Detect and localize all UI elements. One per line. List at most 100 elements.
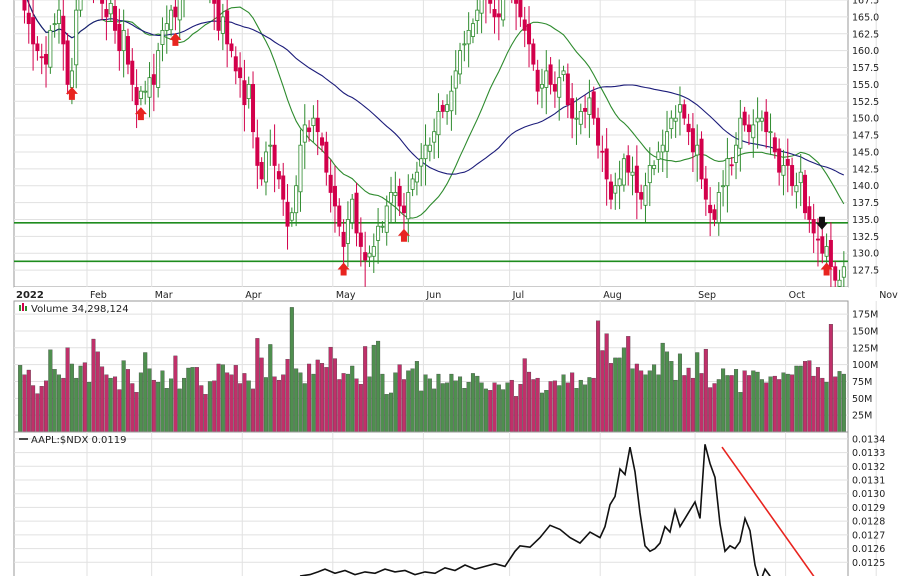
volume-bar bbox=[630, 368, 635, 433]
ma-long-line bbox=[26, 0, 845, 176]
volume-bar bbox=[466, 381, 471, 433]
volume-bar bbox=[677, 353, 682, 433]
candle-body bbox=[811, 219, 816, 234]
volume-bar bbox=[445, 382, 450, 433]
candle-body bbox=[354, 192, 359, 234]
volume-bar bbox=[514, 396, 519, 433]
candle-body bbox=[78, 0, 83, 11]
rs-legend: AAPL:$NDX 0.0119 bbox=[19, 435, 127, 446]
volume-bar bbox=[367, 376, 372, 433]
rs-y-axis: 0.0125 0.0126 0.0127 0.0128 0.0129 0.0130 0.01… bbox=[852, 434, 885, 568]
volume-bar bbox=[419, 390, 424, 433]
candle-body bbox=[367, 252, 372, 258]
volume-bar bbox=[100, 366, 105, 433]
candle-body bbox=[496, 13, 501, 18]
volume-tick-label: 175M bbox=[852, 310, 878, 321]
candle-body bbox=[160, 29, 165, 45]
volume-bar bbox=[643, 374, 648, 433]
candle-body bbox=[384, 205, 389, 233]
candle-body bbox=[427, 144, 432, 152]
volume-bar bbox=[380, 373, 385, 433]
candle-body bbox=[39, 56, 44, 59]
candle-body bbox=[229, 43, 234, 52]
volume-bar bbox=[259, 357, 264, 433]
volume-bar bbox=[820, 377, 825, 433]
candle-body bbox=[751, 124, 756, 139]
volume-legend: Volume 34,298,124 bbox=[19, 303, 129, 315]
volume-bar bbox=[483, 388, 488, 433]
candle-body bbox=[815, 238, 820, 241]
volume-y-axis: 25M 50M 75M 100M 125M 150M 175M bbox=[852, 310, 878, 422]
candle-body bbox=[52, 23, 57, 26]
volume-bar bbox=[574, 388, 579, 433]
candle-body bbox=[759, 117, 764, 122]
volume-bar bbox=[811, 375, 816, 433]
volume-bar bbox=[708, 387, 713, 433]
volume-bar bbox=[401, 379, 406, 433]
candle-body bbox=[220, 16, 225, 34]
price-tick-label: 135.0 bbox=[852, 215, 879, 226]
volume-panel: 25M 50M 75M 100M 125M 150M 175M Volume 34,298,… bbox=[13, 300, 878, 433]
candle-body bbox=[393, 192, 398, 196]
price-tick-label: 160.0 bbox=[852, 46, 879, 57]
price-candles bbox=[22, 0, 846, 300]
date-axis-band bbox=[14, 287, 848, 301]
candle-body bbox=[695, 144, 700, 156]
volume-bar bbox=[639, 370, 644, 433]
price-tick-label: 155.0 bbox=[852, 80, 879, 91]
volume-bar bbox=[56, 374, 61, 433]
volume-bar bbox=[246, 380, 251, 433]
candle-body bbox=[341, 231, 346, 247]
volume-bar bbox=[462, 388, 467, 433]
volume-bar bbox=[436, 373, 441, 433]
volume-bar bbox=[721, 368, 726, 433]
volume-bar bbox=[488, 390, 493, 433]
volume-bar bbox=[328, 346, 333, 433]
volume-bar bbox=[61, 377, 66, 433]
volume-tick-label: 125M bbox=[852, 343, 878, 354]
volume-bar bbox=[113, 376, 118, 433]
volume-bar bbox=[824, 381, 829, 433]
year-label: 2022 bbox=[16, 290, 44, 301]
candle-body bbox=[332, 185, 337, 207]
volume-bar bbox=[647, 370, 652, 433]
candle-body bbox=[600, 150, 605, 153]
volume-bar bbox=[216, 363, 221, 433]
volume-bar bbox=[755, 371, 760, 433]
candle-body bbox=[725, 158, 730, 187]
candle-body bbox=[587, 97, 592, 115]
volume-bar bbox=[527, 371, 532, 433]
volume-bar bbox=[169, 378, 174, 433]
candle-body bbox=[276, 171, 281, 180]
candle-body bbox=[557, 77, 562, 98]
volume-bar bbox=[544, 390, 549, 433]
down-arrow-icon bbox=[815, 216, 828, 230]
volume-bar bbox=[561, 374, 566, 433]
candle-body bbox=[643, 185, 648, 206]
volume-bar bbox=[294, 368, 299, 433]
price-tick-label: 127.5 bbox=[852, 266, 879, 277]
candle-body bbox=[501, 0, 506, 21]
candle-body bbox=[746, 124, 751, 133]
candle-body bbox=[216, 0, 221, 31]
volume-bar bbox=[833, 376, 838, 433]
price-tick-label: 162.5 bbox=[852, 29, 879, 40]
volume-bar bbox=[406, 370, 411, 433]
volume-bar bbox=[794, 365, 799, 433]
up-arrow-icon bbox=[65, 86, 78, 100]
candle-body bbox=[151, 74, 156, 85]
volume-bar bbox=[578, 379, 583, 433]
volume-bar bbox=[449, 373, 454, 433]
volume-bar bbox=[828, 324, 833, 433]
volume-bar bbox=[151, 379, 156, 433]
volume-bar bbox=[841, 373, 846, 433]
volume-bar bbox=[790, 374, 795, 433]
rs-label: AAPL:$NDX 0.0119 bbox=[31, 435, 127, 446]
volume-bar bbox=[285, 359, 290, 433]
volume-bar bbox=[78, 365, 83, 433]
volume-bar bbox=[427, 378, 432, 433]
volume-bar bbox=[358, 384, 363, 433]
price-tick-label: 140.0 bbox=[852, 181, 879, 192]
month-label: Nov bbox=[879, 290, 898, 301]
candle-body bbox=[686, 123, 691, 133]
